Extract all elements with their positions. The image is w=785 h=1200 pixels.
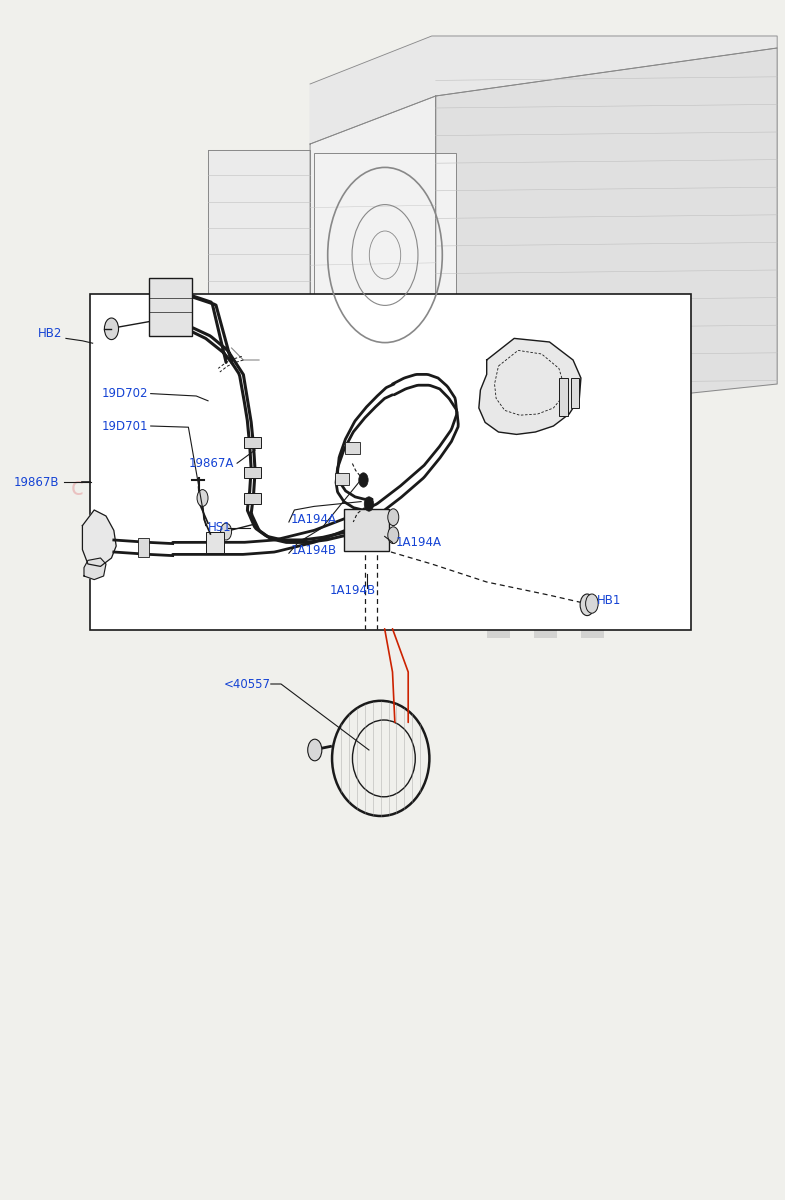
Polygon shape — [436, 48, 777, 420]
Polygon shape — [310, 36, 777, 144]
Bar — [559, 378, 568, 416]
Circle shape — [104, 318, 119, 340]
Bar — [149, 278, 192, 336]
Text: 1A194A: 1A194A — [396, 536, 442, 548]
Bar — [510, 494, 534, 530]
Text: HB1: HB1 — [597, 594, 621, 606]
Bar — [510, 566, 534, 602]
Text: 19867A: 19867A — [188, 457, 234, 469]
Bar — [138, 538, 149, 557]
Polygon shape — [84, 558, 106, 580]
Text: 1A194A: 1A194A — [290, 514, 337, 526]
Bar — [335, 473, 349, 485]
Circle shape — [359, 473, 368, 487]
Bar — [581, 602, 604, 638]
Bar — [534, 458, 557, 494]
Text: 1A194B: 1A194B — [290, 545, 337, 557]
Bar — [604, 494, 628, 530]
Text: 19D701: 19D701 — [102, 420, 148, 432]
Circle shape — [388, 527, 399, 544]
Bar — [345, 442, 360, 454]
Circle shape — [308, 739, 322, 761]
Polygon shape — [82, 510, 116, 566]
Polygon shape — [208, 150, 310, 374]
Circle shape — [586, 594, 598, 613]
Bar — [90, 294, 691, 630]
Bar — [581, 458, 604, 494]
Bar — [244, 437, 261, 448]
Text: 1A194B: 1A194B — [330, 584, 376, 596]
Bar — [206, 532, 224, 553]
Bar — [571, 378, 579, 408]
Bar — [534, 530, 557, 566]
Bar — [344, 509, 389, 551]
Circle shape — [364, 497, 374, 511]
Text: 19867B: 19867B — [14, 476, 60, 488]
Bar — [534, 602, 557, 638]
Bar — [581, 530, 604, 566]
FancyBboxPatch shape — [314, 152, 455, 358]
Bar — [487, 602, 510, 638]
Text: 19D702: 19D702 — [102, 388, 148, 400]
Circle shape — [221, 523, 232, 540]
Polygon shape — [310, 96, 436, 468]
Bar — [244, 467, 261, 478]
Text: HS1: HS1 — [208, 522, 232, 534]
Text: <40557: <40557 — [224, 678, 271, 690]
Text: c a r   p a r t s: c a r p a r t s — [71, 476, 236, 500]
Bar — [557, 566, 581, 602]
Bar — [604, 566, 628, 602]
Bar — [557, 494, 581, 530]
Circle shape — [197, 490, 208, 506]
Bar — [244, 493, 261, 504]
Text: scuderia: scuderia — [102, 427, 355, 478]
Circle shape — [388, 509, 399, 526]
Text: HB2: HB2 — [38, 328, 62, 340]
Polygon shape — [479, 338, 581, 434]
Circle shape — [580, 594, 594, 616]
Bar — [487, 458, 510, 494]
Bar — [487, 530, 510, 566]
